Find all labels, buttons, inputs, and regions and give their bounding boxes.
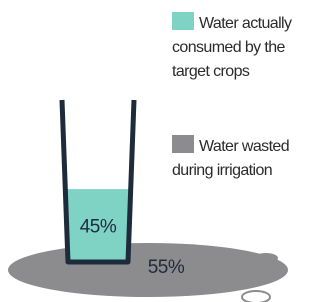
value-label: 45% <box>80 217 117 238</box>
legend-entry: Water wasted during irrigation <box>172 135 314 183</box>
legend-swatch <box>172 135 194 153</box>
value-label: 55% <box>148 257 185 278</box>
legend-swatch <box>172 12 194 30</box>
infographic: 45% 55% Water actually consumed by the ta… <box>0 0 315 302</box>
drop <box>254 253 278 263</box>
legend-entry: Water actually consumed by the target cr… <box>172 12 314 84</box>
drop <box>242 291 270 302</box>
